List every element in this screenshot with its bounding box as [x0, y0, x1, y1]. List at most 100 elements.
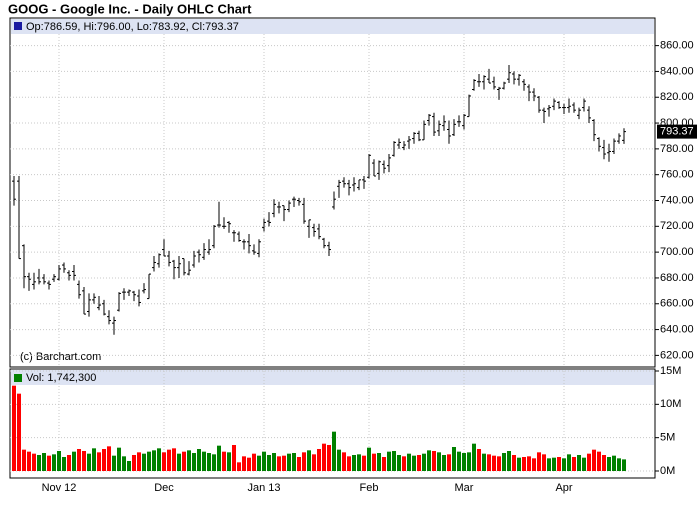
volume-bar: [442, 455, 446, 471]
volume-bar: [522, 457, 526, 471]
volume-bar: [447, 454, 451, 471]
volume-bar: [57, 451, 61, 471]
volume-bar: [42, 453, 46, 471]
volume-panel: [9, 368, 656, 479]
volume-bar: [167, 449, 171, 471]
volume-bar: [577, 455, 581, 471]
volume-bar: [232, 445, 236, 471]
volume-bar: [52, 454, 56, 471]
volume-bar: [87, 453, 91, 471]
volume-bar: [32, 453, 36, 471]
volume-bar: [142, 453, 146, 471]
y-tick-label: 0M: [660, 465, 675, 477]
volume-bar: [412, 455, 416, 471]
volume-bar: [77, 449, 81, 471]
y-tick-label: 700.00: [660, 246, 694, 258]
y-tick-label: 840.00: [660, 65, 694, 77]
volume-bar: [322, 443, 326, 471]
volume-bar: [202, 451, 206, 471]
volume-bar: [477, 449, 481, 471]
volume-bar: [377, 453, 381, 471]
y-tick-label: 620.00: [660, 349, 694, 361]
volume-legend-strip: [11, 370, 654, 385]
y-tick-label: 720.00: [660, 220, 694, 232]
volume-bar: [312, 454, 316, 471]
volume-bar: [622, 459, 626, 471]
volume-bar: [177, 453, 181, 471]
y-tick-label: 5M: [660, 432, 675, 444]
volume-bar: [252, 453, 256, 471]
volume-bar: [572, 457, 576, 471]
x-tick-label: Nov 12: [42, 482, 77, 494]
chart-title: GOOG - Google Inc. - Daily OHLC Chart: [8, 1, 252, 16]
volume-bar: [482, 453, 486, 471]
volume-bar: [302, 452, 306, 471]
volume-bar: [497, 456, 501, 471]
y-tick-label: 780.00: [660, 143, 694, 155]
volume-bar: [507, 451, 511, 471]
volume-bar: [262, 451, 266, 471]
volume-bar: [292, 453, 296, 471]
volume-bar: [537, 452, 541, 471]
price-panel: [9, 17, 656, 368]
volume-bar: [197, 449, 201, 471]
volume-bar: [352, 455, 356, 471]
volume-bar: [422, 453, 426, 471]
volume-bar: [472, 443, 476, 471]
y-tick-label: 640.00: [660, 323, 694, 335]
volume-bar: [237, 462, 241, 471]
volume-bar: [367, 447, 371, 471]
volume-bar: [517, 457, 521, 471]
volume-bar: [542, 454, 546, 471]
y-tick-label: 680.00: [660, 272, 694, 284]
volume-bar: [612, 455, 616, 471]
volume-bar: [132, 455, 136, 471]
volume-bar: [532, 458, 536, 471]
y-tick-label: 820.00: [660, 91, 694, 103]
volume-bar: [112, 455, 116, 471]
volume-bar: [152, 450, 156, 471]
volume-bar: [492, 455, 496, 471]
volume-bar: [457, 451, 461, 471]
volume-bar: [617, 458, 621, 471]
volume-bar: [587, 453, 591, 471]
volume-bar: [552, 457, 556, 471]
volume-bar: [417, 455, 421, 471]
volume-bar: [337, 449, 341, 471]
legend-swatch: [14, 22, 22, 30]
volume-bar: [227, 452, 231, 471]
volume-bar: [247, 457, 251, 471]
volume-bar: [512, 455, 516, 471]
volume-bar: [67, 455, 71, 471]
y-tick-label: 860.00: [660, 40, 694, 52]
volume-bar: [387, 451, 391, 471]
volume-bar: [122, 456, 126, 471]
legend-swatch: [14, 374, 22, 382]
volume-bar: [372, 453, 376, 471]
y-tick-label: 760.00: [660, 169, 694, 181]
volume-bar: [592, 449, 596, 471]
volume-bar: [117, 447, 121, 471]
volume-bar: [357, 454, 361, 471]
volume-bar: [207, 453, 211, 471]
volume-bar: [12, 385, 16, 471]
volume-bar: [27, 451, 31, 471]
y-tick-label: 15M: [660, 365, 681, 377]
volume-bar: [547, 458, 551, 471]
volume-bar: [582, 457, 586, 471]
volume-bar: [107, 446, 111, 471]
volume-bar: [282, 455, 286, 471]
volume-bar: [92, 448, 96, 471]
volume-bar: [277, 456, 281, 471]
x-tick-label: Apr: [555, 482, 572, 494]
y-tick-label: 10M: [660, 398, 681, 410]
x-tick-label: Dec: [154, 482, 174, 494]
annotation: (c) Barchart.com: [20, 351, 101, 363]
volume-bar: [182, 451, 186, 471]
volume-bar: [157, 448, 161, 471]
volume-bar: [47, 455, 51, 471]
x-tick-label: Feb: [360, 482, 379, 494]
volume-bar: [562, 458, 566, 471]
volume-bar: [297, 457, 301, 471]
